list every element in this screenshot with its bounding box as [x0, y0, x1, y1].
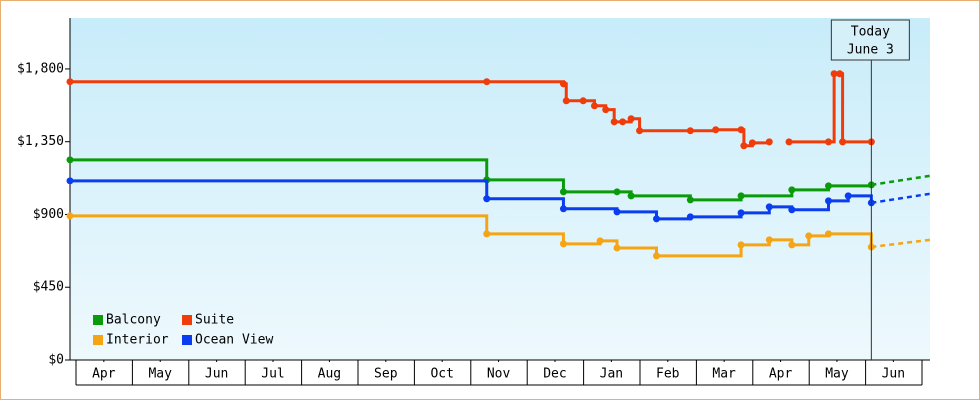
legend-label: Ocean View	[195, 333, 273, 348]
price-point	[619, 118, 627, 126]
price-point	[66, 156, 74, 164]
y-tick-label: $1,350	[17, 134, 64, 149]
price-point	[66, 177, 74, 185]
x-tick-label: Sep	[374, 367, 398, 382]
price-point	[559, 188, 567, 196]
legend-swatch	[182, 315, 192, 325]
x-tick-label: Jul	[261, 367, 284, 382]
legend-swatch	[182, 335, 192, 345]
x-tick-label: Jun	[882, 367, 905, 382]
price-point	[844, 192, 852, 200]
price-point	[824, 197, 832, 205]
price-point	[596, 237, 604, 245]
price-point	[765, 138, 773, 146]
x-tick-label: Feb	[656, 367, 680, 382]
price-point	[830, 70, 838, 78]
price-point	[839, 138, 847, 146]
price-point	[836, 70, 844, 78]
price-point	[785, 138, 793, 146]
price-point	[590, 102, 598, 110]
price-point	[483, 230, 491, 238]
price-point	[737, 126, 745, 134]
price-point	[579, 97, 587, 105]
x-tick-label: May	[148, 367, 172, 382]
x-tick-label: Mar	[712, 367, 736, 382]
today-box	[830, 19, 910, 61]
price-point	[737, 209, 745, 217]
projection-line	[871, 238, 931, 249]
price-point	[559, 80, 567, 88]
price-point	[610, 118, 618, 126]
price-point	[765, 203, 773, 211]
price-point	[559, 205, 567, 213]
legend-label: Suite	[195, 313, 234, 328]
x-tick-label: Jan	[600, 367, 623, 382]
price-point	[627, 192, 635, 200]
price-point	[483, 78, 491, 86]
price-point	[559, 240, 567, 248]
price-point	[613, 188, 621, 196]
legend-label: Interior	[106, 333, 169, 348]
legend-swatch	[93, 335, 103, 345]
price-point	[627, 115, 635, 123]
today-label: Today	[851, 25, 890, 40]
price-point	[824, 138, 832, 146]
price-point	[66, 78, 74, 86]
x-tick-label: Jun	[205, 367, 228, 382]
today-date: June 3	[847, 43, 894, 58]
projection-line	[871, 192, 931, 205]
y-tick-label: $1,800	[17, 61, 64, 76]
price-point	[788, 206, 796, 214]
price-point	[765, 236, 773, 244]
price-point	[613, 244, 621, 252]
price-point	[562, 97, 570, 105]
price-point	[824, 182, 832, 190]
projection-line	[871, 174, 931, 187]
y-tick-label: $0	[48, 353, 64, 368]
x-tick-label: Nov	[487, 367, 511, 382]
x-tick-label: Apr	[92, 367, 116, 382]
legend-label: Balcony	[106, 313, 161, 328]
x-tick-label: Oct	[430, 367, 453, 382]
price-point	[737, 192, 745, 200]
price-point	[805, 232, 813, 240]
price-point	[652, 252, 660, 260]
price-point	[788, 241, 796, 249]
x-tick-label: Dec	[543, 367, 566, 382]
price-point	[613, 208, 621, 216]
price-point	[737, 241, 745, 249]
price-point	[748, 139, 756, 147]
price-point	[636, 127, 644, 135]
price-point	[652, 215, 660, 223]
price-point	[483, 195, 491, 203]
price-point	[740, 142, 748, 150]
price-point	[686, 213, 694, 221]
y-tick-label: $900	[33, 207, 64, 222]
legend-swatch	[93, 315, 103, 325]
price-point	[712, 126, 720, 134]
x-tick-label: Apr	[769, 367, 793, 382]
price-point	[686, 196, 694, 204]
price-point	[686, 127, 694, 135]
price-point	[66, 212, 74, 220]
price-point	[602, 106, 610, 114]
x-tick-label: May	[825, 367, 849, 382]
y-tick-label: $450	[33, 280, 64, 295]
price-point	[788, 186, 796, 194]
plot-area	[70, 18, 930, 360]
price-point	[824, 230, 832, 238]
x-tick-label: Aug	[318, 367, 341, 382]
